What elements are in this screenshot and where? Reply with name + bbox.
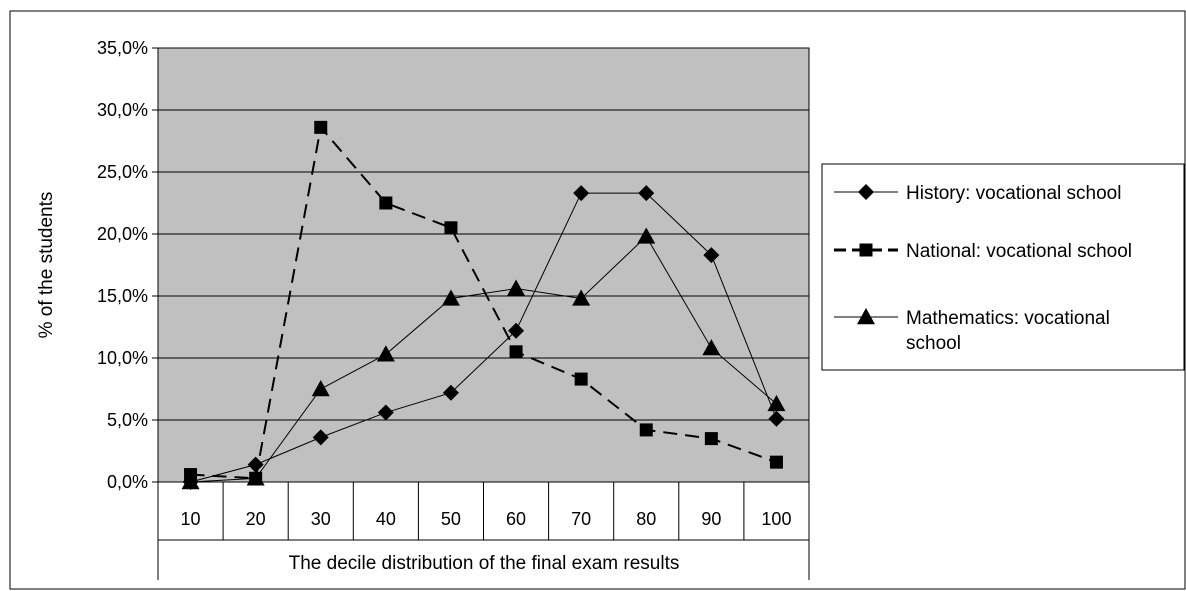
- data-point: [246, 469, 265, 486]
- legend-label: Mathematics: vocational school: [906, 308, 1110, 354]
- x-tick-label: 90: [701, 509, 721, 529]
- data-point: [509, 345, 523, 359]
- data-point: [702, 339, 721, 356]
- series-3: [181, 227, 786, 490]
- data-point: [637, 227, 656, 244]
- x-tick-label: 60: [506, 509, 526, 529]
- data-point: [181, 473, 200, 490]
- data-point: [769, 455, 783, 469]
- data-point: [377, 404, 394, 421]
- data-point: [247, 456, 264, 473]
- series-line: [190, 192, 777, 483]
- series-line: [190, 235, 777, 483]
- data-point: [639, 423, 653, 437]
- data-point: [314, 120, 328, 134]
- data-point: [574, 372, 588, 386]
- legend-swatch-marker: [859, 243, 873, 257]
- y-tick-label: 30,0%: [97, 100, 148, 120]
- data-point: [441, 289, 460, 306]
- data-point: [311, 380, 330, 397]
- y-tick-label: 15,0%: [97, 286, 148, 306]
- legend-box: [821, 163, 1185, 371]
- data-point: [376, 345, 395, 362]
- data-point: [379, 196, 393, 210]
- y-tick-label: 35,0%: [97, 38, 148, 58]
- x-tick-label: 40: [376, 509, 396, 529]
- data-point: [767, 394, 786, 412]
- x-axis-title: The decile distribution of the final exa…: [289, 553, 680, 574]
- plot-area: [157, 47, 810, 483]
- legend-label: National: vocational school: [906, 241, 1132, 262]
- data-point: [444, 221, 458, 235]
- x-tick-label: 50: [441, 509, 461, 529]
- x-tick-label: 20: [246, 509, 266, 529]
- data-point: [573, 185, 590, 202]
- data-point: [508, 322, 525, 339]
- y-axis-title: % of the students: [36, 192, 57, 339]
- y-tick-label: 20,0%: [97, 224, 148, 244]
- y-tick-label: 25,0%: [97, 162, 148, 182]
- gridlines: [158, 109, 809, 421]
- series-layer: [181, 120, 786, 490]
- y-axis-ticks: 0,0% 5,0% 10,0% 15,0% 20,0% 25,0% 30,0% 35,0%: [97, 38, 158, 492]
- legend-swatch-marker: [858, 184, 874, 200]
- data-point: [312, 429, 329, 446]
- y-tick-label: 0,0%: [107, 472, 148, 492]
- legend-label: History: vocational school: [906, 183, 1121, 204]
- data-point: [442, 384, 459, 401]
- x-tick-label: 80: [636, 509, 656, 529]
- data-point: [507, 279, 526, 296]
- x-tick-label: 70: [571, 509, 591, 529]
- series-2: [184, 120, 783, 485]
- series-line: [190, 125, 777, 480]
- data-point: [638, 185, 655, 202]
- data-point: [704, 432, 718, 446]
- x-tick-label: 10: [181, 509, 201, 529]
- data-point: [768, 410, 785, 427]
- y-tick-label: 5,0%: [107, 410, 148, 430]
- data-point: [572, 289, 591, 306]
- y-tick-label: 10,0%: [97, 348, 148, 368]
- x-tick-label: 30: [311, 509, 331, 529]
- x-tick-label: 100: [761, 509, 791, 529]
- data-point: [703, 247, 720, 264]
- legend-swatch-marker: [857, 308, 875, 325]
- legend: History: vocational school National: voca…: [821, 163, 1185, 371]
- x-axis-category-table: 10 20 30 40 50 60 70 80 90 100: [157, 482, 810, 580]
- series-1: [182, 185, 785, 490]
